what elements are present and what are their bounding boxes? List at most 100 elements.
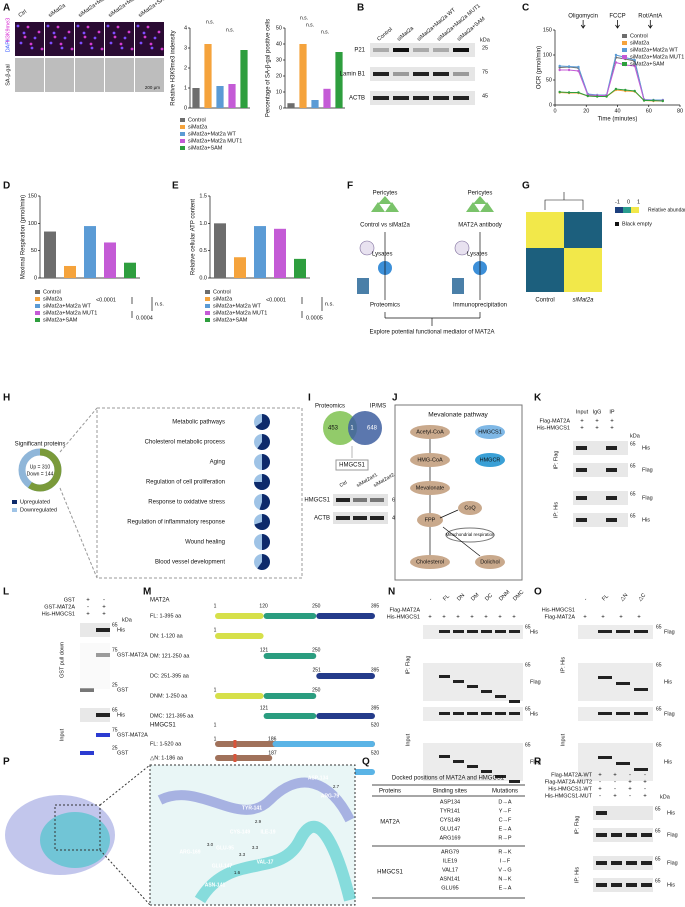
- heatmap-cell: [564, 244, 602, 246]
- micrograph: [15, 58, 44, 92]
- construct: DN: 1-120 aa: [150, 633, 184, 639]
- kda: 65: [525, 742, 531, 748]
- band: [433, 48, 449, 52]
- point: [633, 64, 636, 68]
- micrograph: [105, 58, 134, 92]
- band: [439, 675, 450, 678]
- term: Regulation of inflammatory response: [127, 520, 225, 526]
- nucleus: [52, 31, 56, 35]
- table-cell: ASN141: [440, 876, 461, 882]
- heatmap-cell: [564, 254, 602, 256]
- sign: +: [619, 615, 623, 621]
- blot: [573, 463, 628, 477]
- residue: TYR-141: [242, 805, 262, 811]
- heatmap-cell: [564, 234, 602, 236]
- nucleus: [37, 30, 41, 34]
- kda: 75: [112, 647, 118, 653]
- legend-label: Upregulated: [20, 499, 50, 505]
- micrograph: [135, 22, 164, 56]
- legend-swatch: [35, 297, 40, 301]
- band: [481, 630, 492, 633]
- node: [475, 555, 505, 569]
- band: [616, 712, 630, 715]
- group-label: IP: His: [574, 867, 580, 883]
- panel-letter: R: [534, 757, 542, 768]
- heatmap-cell: [564, 256, 602, 258]
- heatmap-cell: [526, 286, 564, 288]
- table-cell: GLU147: [440, 826, 461, 832]
- kda: 65: [656, 706, 662, 712]
- group-label: Input: [405, 733, 411, 746]
- position: 186: [268, 736, 277, 742]
- table-cell: TYR141: [440, 808, 460, 814]
- heatmap-cell: [564, 270, 602, 272]
- point: [567, 91, 571, 94]
- band: [606, 446, 617, 450]
- heatmap-cell: [526, 238, 564, 240]
- y-tick-label: 10: [276, 89, 282, 95]
- heatmap-cell: [526, 240, 564, 242]
- point: [605, 95, 608, 98]
- domain: [215, 633, 264, 639]
- nucleus: [97, 30, 101, 34]
- x-tick-label: 20: [583, 108, 589, 114]
- row-label: P21: [354, 48, 365, 54]
- term: Response to oxidative stress: [148, 500, 225, 506]
- point: [614, 53, 618, 57]
- heatmap-cell: [564, 266, 602, 268]
- micrograph: [15, 22, 44, 56]
- band: [606, 496, 617, 500]
- sign: +: [498, 615, 502, 621]
- table-cell: E→A: [499, 885, 512, 891]
- heatmap-cell: [564, 240, 602, 242]
- table-cell: N→K: [498, 876, 511, 882]
- lane-label: DC: [484, 593, 494, 603]
- nucleus: [119, 42, 123, 46]
- sign: +: [580, 426, 584, 432]
- sign: +: [598, 773, 602, 779]
- sign: +: [595, 419, 599, 425]
- legend-swatch: [205, 318, 210, 322]
- legend-swatch: [205, 311, 210, 315]
- domain: [316, 713, 375, 719]
- heatmap-cell: [564, 262, 602, 264]
- blot-label: His: [117, 627, 125, 633]
- lane-label: DNM: [498, 589, 511, 602]
- blot: [593, 856, 653, 870]
- instrument: [357, 278, 369, 294]
- micrograph: [45, 22, 74, 56]
- node: [410, 481, 450, 495]
- series-line: [559, 61, 663, 101]
- construct: DNM: 1-250 aa: [150, 693, 188, 699]
- band: [606, 468, 617, 472]
- point: [558, 64, 561, 68]
- sign: +: [86, 598, 90, 604]
- label: Control vs siMat2a: [360, 223, 410, 229]
- nucleus: [100, 47, 104, 51]
- band: [370, 516, 384, 520]
- y-tick-label: 100: [543, 52, 552, 58]
- nucleus: [30, 46, 34, 50]
- position: 121: [260, 705, 269, 711]
- x-tick-label: 60: [646, 108, 652, 114]
- legend-swatch: [35, 290, 40, 294]
- band: [509, 712, 520, 715]
- blot: [578, 625, 653, 639]
- node: [458, 501, 482, 515]
- y-axis-label: Percentage of SA-β-gal positive cells: [266, 19, 272, 117]
- distance: 3.3: [239, 852, 246, 857]
- sign: +: [102, 612, 106, 618]
- band: [598, 712, 612, 715]
- band: [626, 833, 637, 837]
- band: [80, 688, 94, 692]
- sign: +: [512, 615, 516, 621]
- bar: [84, 226, 96, 278]
- position: 395: [371, 705, 380, 711]
- group-label: siMat2a: [572, 298, 594, 304]
- panel-letter: K: [534, 393, 542, 404]
- row-label: ACTB: [314, 516, 330, 522]
- heatmap-cell: [526, 212, 564, 214]
- blot-label: Flag: [664, 711, 675, 717]
- panel-letter: B: [357, 3, 364, 14]
- nucleus: [82, 31, 86, 35]
